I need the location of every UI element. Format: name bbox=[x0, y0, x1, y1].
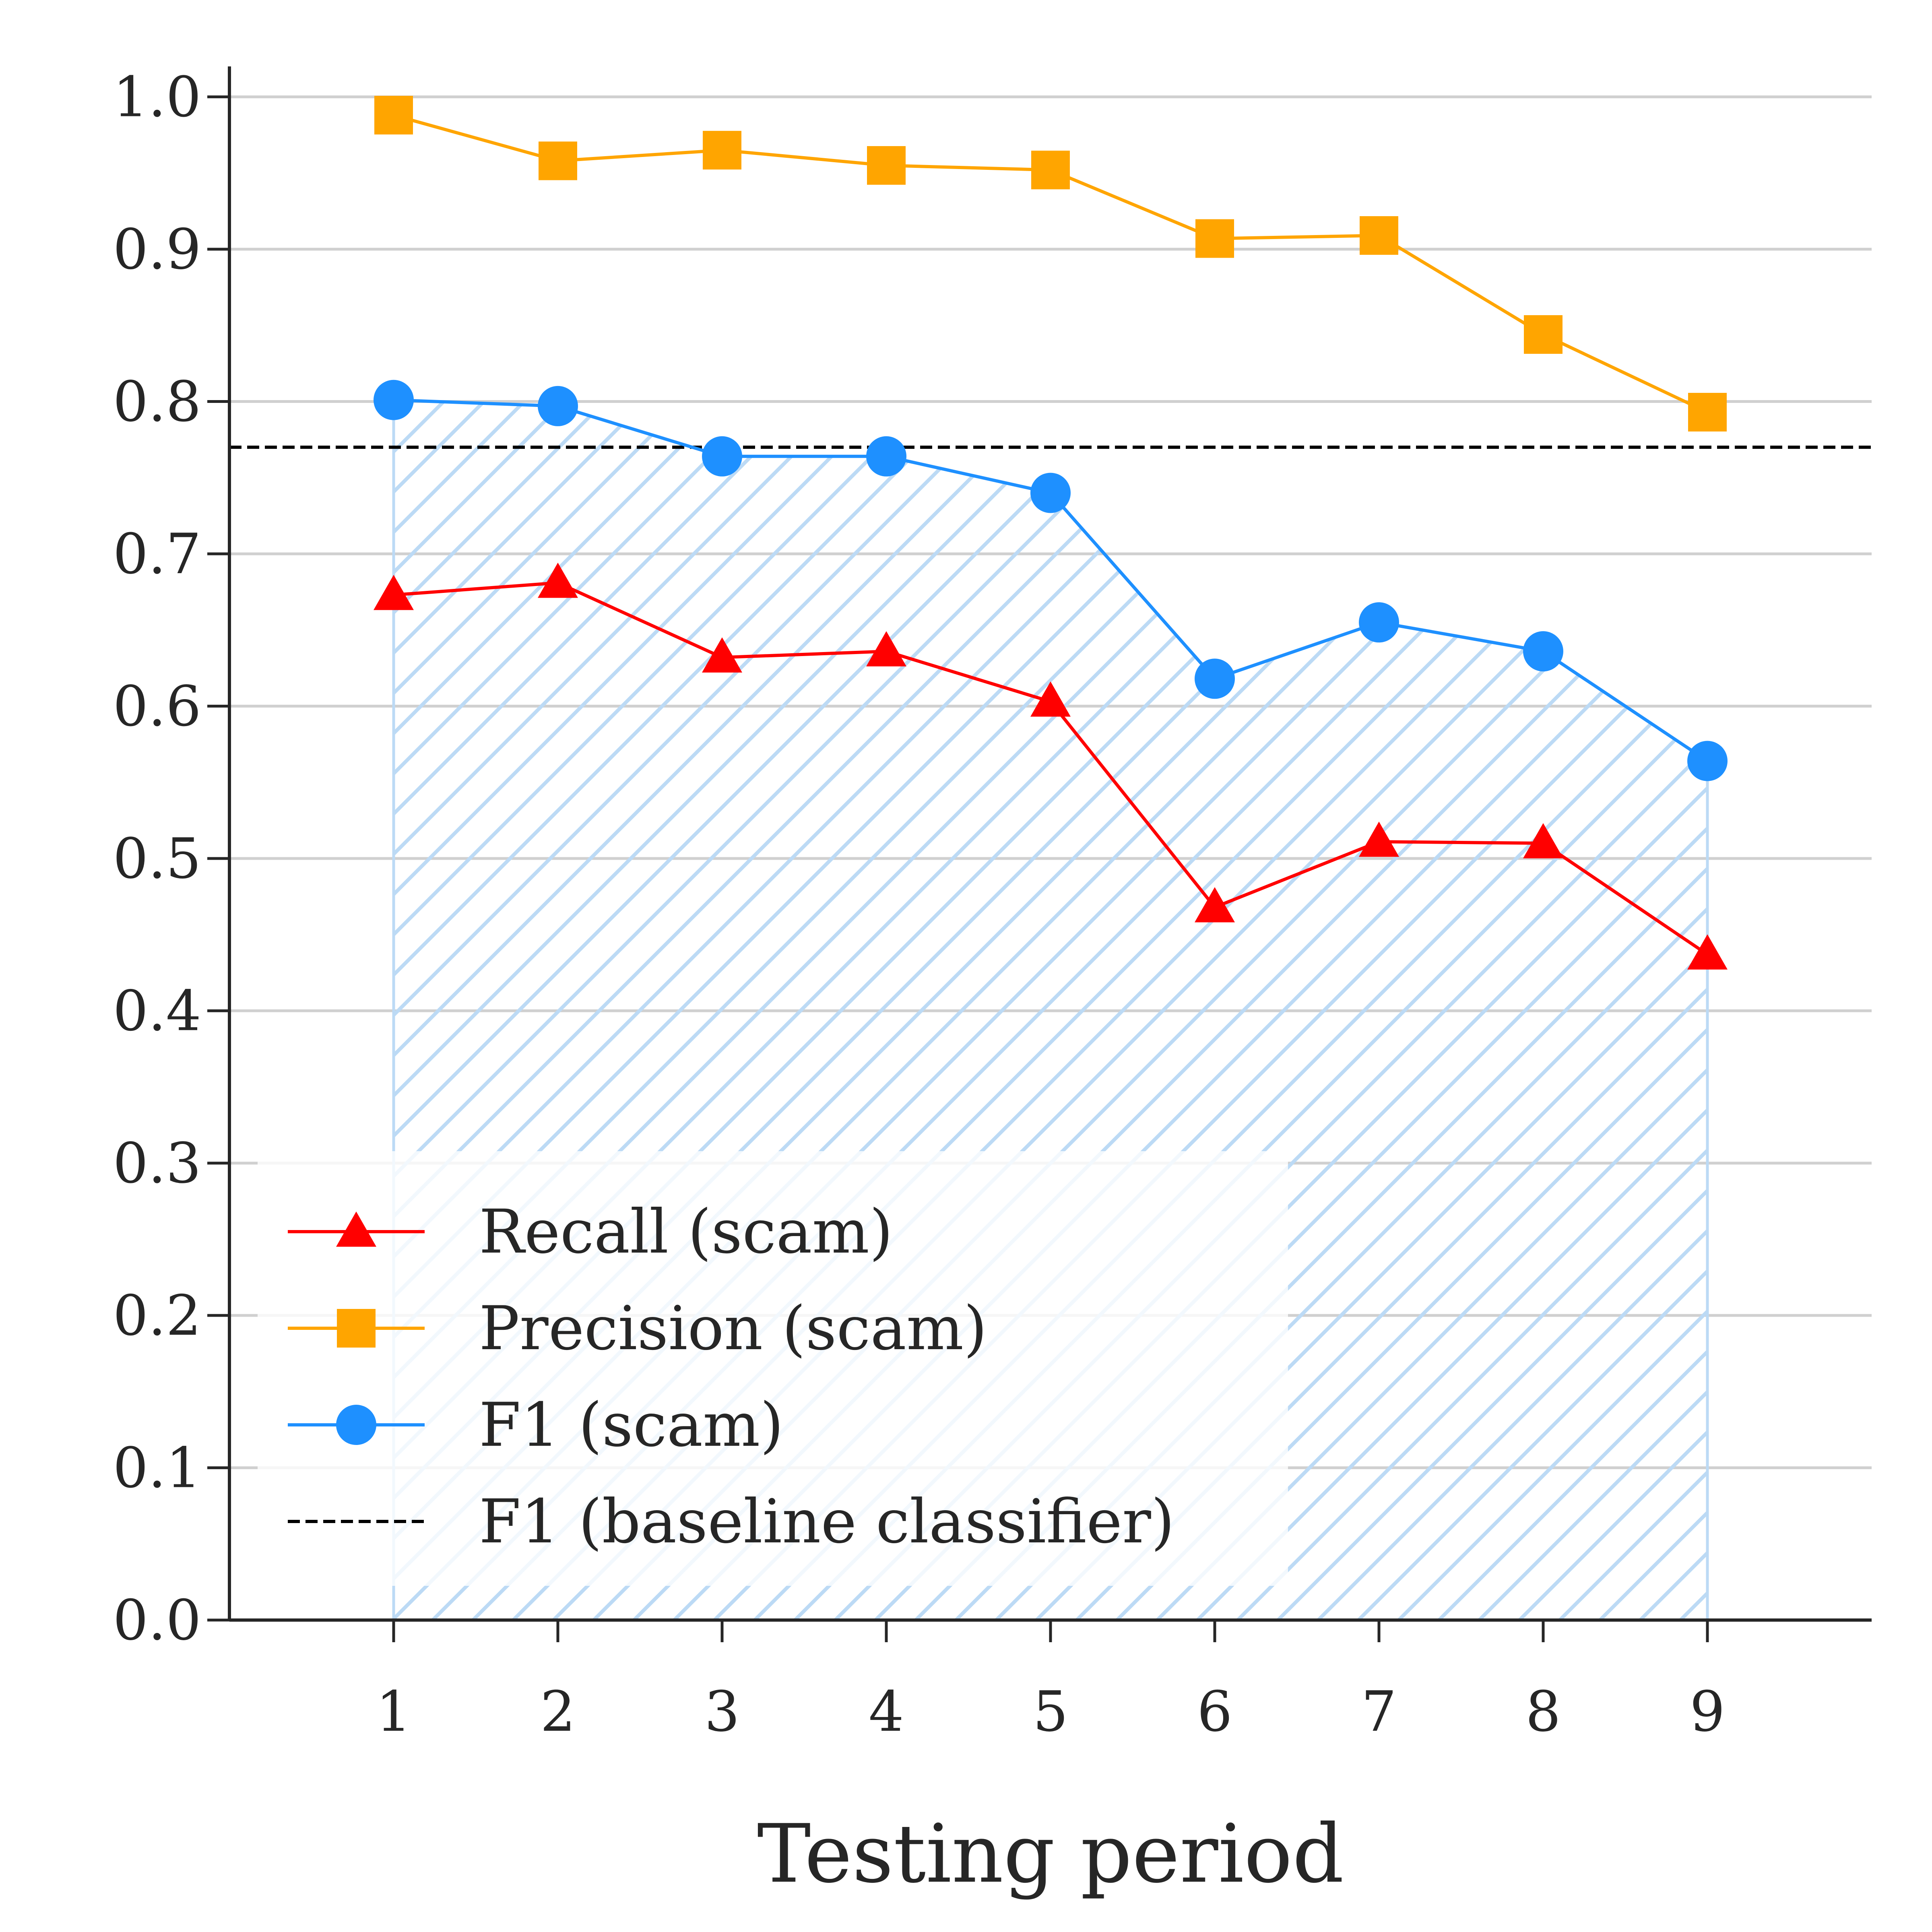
y-tick-label: 0.3 bbox=[113, 1131, 201, 1196]
recall-scam-point bbox=[374, 575, 414, 610]
x-tick-label: 7 bbox=[1361, 1679, 1397, 1744]
recall-scam-point bbox=[1195, 887, 1235, 923]
legend-label-recall-scam: Recall (scam) bbox=[479, 1197, 893, 1267]
recall-scam-point bbox=[866, 631, 906, 667]
f1-scam-point bbox=[1030, 473, 1071, 513]
recall-scam-point bbox=[702, 637, 742, 673]
y-tick-label: 0.2 bbox=[113, 1283, 201, 1348]
f1-scam-point bbox=[1359, 602, 1399, 643]
y-tick-label: 0.8 bbox=[113, 369, 201, 434]
legend-marker-f1-scam bbox=[336, 1405, 376, 1445]
x-tick-label: 1 bbox=[376, 1679, 411, 1744]
x-tick-label: 3 bbox=[704, 1679, 740, 1744]
y-tick-label: 0.7 bbox=[113, 522, 201, 586]
x-tick-label: 9 bbox=[1690, 1679, 1725, 1744]
x-tick-label: 2 bbox=[540, 1679, 576, 1744]
x-tick-label: 4 bbox=[869, 1679, 904, 1744]
y-tick-label: 0.5 bbox=[113, 826, 201, 891]
legend-label-f1-scam: F1 (scam) bbox=[479, 1390, 784, 1460]
y-tick-label: 1.0 bbox=[113, 65, 201, 130]
x-tick-label: 8 bbox=[1525, 1679, 1561, 1744]
precision-scam-point bbox=[539, 141, 577, 180]
recall-scam-point bbox=[1687, 934, 1728, 970]
recall-scam-point bbox=[538, 562, 578, 598]
legend-marker-precision-scam bbox=[337, 1309, 376, 1348]
x-tick-label: 5 bbox=[1033, 1679, 1068, 1744]
x-axis-title: Testing period bbox=[757, 1807, 1344, 1901]
f1-scam-point bbox=[374, 380, 414, 420]
recall-scam-point bbox=[1359, 822, 1399, 857]
precision-scam-point bbox=[703, 131, 741, 170]
f1-scam-point bbox=[538, 386, 578, 426]
precision-scam-point bbox=[867, 146, 906, 185]
y-tick-label: 0.1 bbox=[113, 1436, 201, 1501]
f1-scam-point bbox=[866, 436, 906, 477]
precision-scam-point bbox=[1360, 216, 1398, 255]
legend-box bbox=[258, 1151, 1288, 1586]
tick-labels: 0.0 0.1 0.2 0.3 0.4 0.5 0.6 0.7 0.8 0.9 1.0 1 2 3 4 5 6 7… bbox=[113, 65, 1725, 1744]
f1-scam-point bbox=[1195, 658, 1235, 699]
precision-scam-point bbox=[374, 96, 413, 135]
axes bbox=[207, 66, 1872, 1642]
legend-label-f1-baseline-classifier: F1 (baseline classifier) bbox=[479, 1487, 1174, 1557]
precision-scam-point bbox=[1195, 219, 1234, 258]
y-tick-label: 0.4 bbox=[113, 978, 201, 1043]
series-lines bbox=[374, 96, 1728, 970]
y-tick-label: 0.0 bbox=[113, 1588, 201, 1653]
y-tick-label: 0.6 bbox=[113, 674, 201, 739]
x-tick-label: 6 bbox=[1197, 1679, 1232, 1744]
recall-scam-point bbox=[1030, 681, 1071, 717]
legend-marker-recall-scam bbox=[336, 1212, 376, 1247]
f1-scam-point bbox=[1523, 631, 1563, 672]
precision-scam-point bbox=[1524, 315, 1563, 354]
precision-scam-point bbox=[1031, 151, 1070, 190]
legend-label-precision-scam: Precision (scam) bbox=[479, 1294, 987, 1364]
precision-scam-point bbox=[1688, 393, 1727, 432]
f1-scam-point bbox=[1687, 741, 1728, 781]
legend: Recall (scam) Precision (scam) F1 (scam) F1… bbox=[258, 1151, 1288, 1586]
y-tick-label: 0.9 bbox=[113, 217, 201, 282]
recall-scam-point bbox=[1523, 823, 1563, 859]
f1-scam-point bbox=[702, 436, 742, 477]
